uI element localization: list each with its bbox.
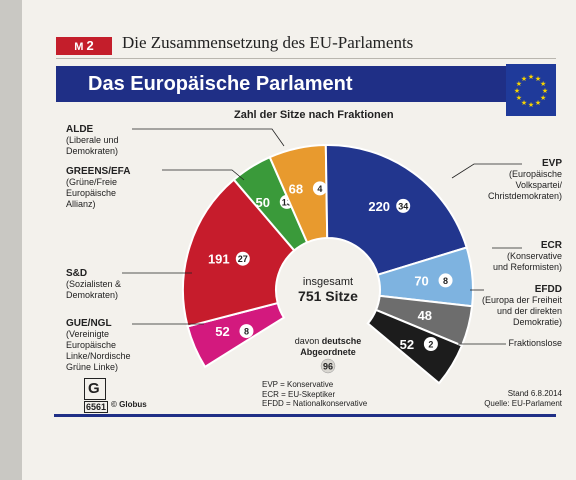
- flag-star: ★: [521, 75, 527, 83]
- flag-star: ★: [542, 87, 548, 95]
- seat-count-s-d: 191: [208, 252, 230, 267]
- german-seat-count-ecr: 8: [443, 276, 448, 286]
- label-s-d: S&D (Sozialisten & Demokraten): [66, 268, 122, 300]
- german-seat-count-gue-ngl: 8: [244, 327, 249, 337]
- label-greens-efa: GREENS/EFA (Grüne/Freie Europäische Alli…: [66, 166, 131, 209]
- label-alde: ALDE (Liberale und Demokraten): [66, 124, 119, 156]
- label-evp: EVP (Europäische Volkspartei/ Christdemo…: [487, 158, 562, 201]
- leader-evp: [451, 163, 522, 179]
- seat-count-ecr: 70: [414, 273, 428, 288]
- graphic-number: 6561: [84, 401, 109, 413]
- german-total-label: davon deutsche: [295, 336, 362, 346]
- banner-title: Das Europäische Parlament: [56, 66, 524, 102]
- german-seat-circle: [312, 181, 327, 196]
- german-seat-circle: [396, 198, 411, 213]
- chart-title: Zahl der Sitze nach Fraktionen: [234, 109, 394, 121]
- leader-alde: [132, 128, 285, 147]
- german-seat-circle: [235, 251, 250, 266]
- material-badge: M 2: [56, 37, 112, 55]
- flag-star: ★: [516, 80, 522, 88]
- flag-star: ★: [540, 94, 546, 102]
- legend-line: EVP = Konservative: [262, 380, 334, 389]
- seat-count-alde: 68: [289, 181, 303, 196]
- stand-date: Stand 6.8.2014: [507, 389, 562, 398]
- flag-star: ★: [528, 73, 534, 81]
- german-seat-circle: [239, 324, 254, 339]
- german-total-circle: [320, 358, 336, 374]
- abbreviation-legend: EVP = Konservative ECR = EU-Skeptiker EF…: [262, 380, 367, 409]
- german-total-value: 96: [323, 362, 333, 372]
- label-gue-ngl: GUE/NGL (Vereinigte Europäische Linke/No…: [66, 318, 131, 372]
- german-seat-count-evp: 34: [398, 201, 408, 211]
- total-label: insgesamt: [303, 276, 353, 288]
- leader-greens-efa: [162, 169, 245, 181]
- flag-star: ★: [514, 87, 520, 95]
- german-total-label-bold: deutsche: [322, 336, 362, 346]
- german-seat-count-alde: 4: [317, 184, 322, 194]
- slice-s-d: [182, 178, 296, 328]
- page: M 2 Die Zusammensetzung des EU-Parlament…: [22, 0, 576, 480]
- german-seat-circle: [438, 273, 453, 288]
- source-note: Stand 6.8.2014 Quelle: EU-Parlament: [484, 389, 562, 408]
- eu-flag-icon: ★ ★ ★ ★ ★ ★ ★ ★ ★ ★ ★ ★: [506, 64, 556, 116]
- flag-star: ★: [521, 99, 527, 107]
- german-seat-count-fraktionslose: 2: [428, 339, 433, 349]
- legend-line: ECR = EU-Skeptiker: [262, 389, 336, 399]
- label-ecr: ECR (Konservative und Reformisten): [492, 240, 562, 272]
- material-title: Die Zusammensetzung des EU-Parlaments: [122, 33, 414, 52]
- german-seat-count-greens-efa: 13: [282, 197, 292, 207]
- globus-logo-icon: G: [84, 378, 106, 400]
- german-total-label-line2: Abgeordnete: [300, 347, 356, 357]
- label-fraktionslose: Fraktionslose: [508, 338, 562, 348]
- flag-star: ★: [535, 75, 541, 83]
- flag-star: ★: [540, 80, 546, 88]
- seat-count-efdd: 48: [418, 308, 432, 323]
- german-seat-circle: [423, 336, 438, 351]
- german-seat-count-s-d: 27: [238, 254, 248, 264]
- legend-line: EFDD = Nationalkonservative: [262, 399, 368, 408]
- seat-count-fraktionslose: 52: [400, 337, 414, 352]
- flag-star: ★: [516, 94, 522, 102]
- total-value: 751 Sitze: [298, 288, 358, 304]
- source-text: Quelle: EU-Parlament: [484, 398, 562, 408]
- title-underline: [56, 58, 556, 59]
- seat-count-evp: 220: [368, 199, 390, 214]
- slice-fraktionslose: [366, 308, 464, 385]
- flag-star: ★: [528, 101, 534, 109]
- seat-count-greens-efa: 50: [256, 195, 270, 210]
- flag-star: ★: [535, 99, 541, 107]
- bottom-rule: [54, 414, 556, 417]
- seat-count-gue-ngl: 52: [215, 324, 229, 339]
- slice-evp: [324, 144, 468, 277]
- label-efdd: EFDD (Europa der Freiheit und der direkt…: [481, 284, 562, 327]
- globus-credit: © Globus: [111, 400, 147, 409]
